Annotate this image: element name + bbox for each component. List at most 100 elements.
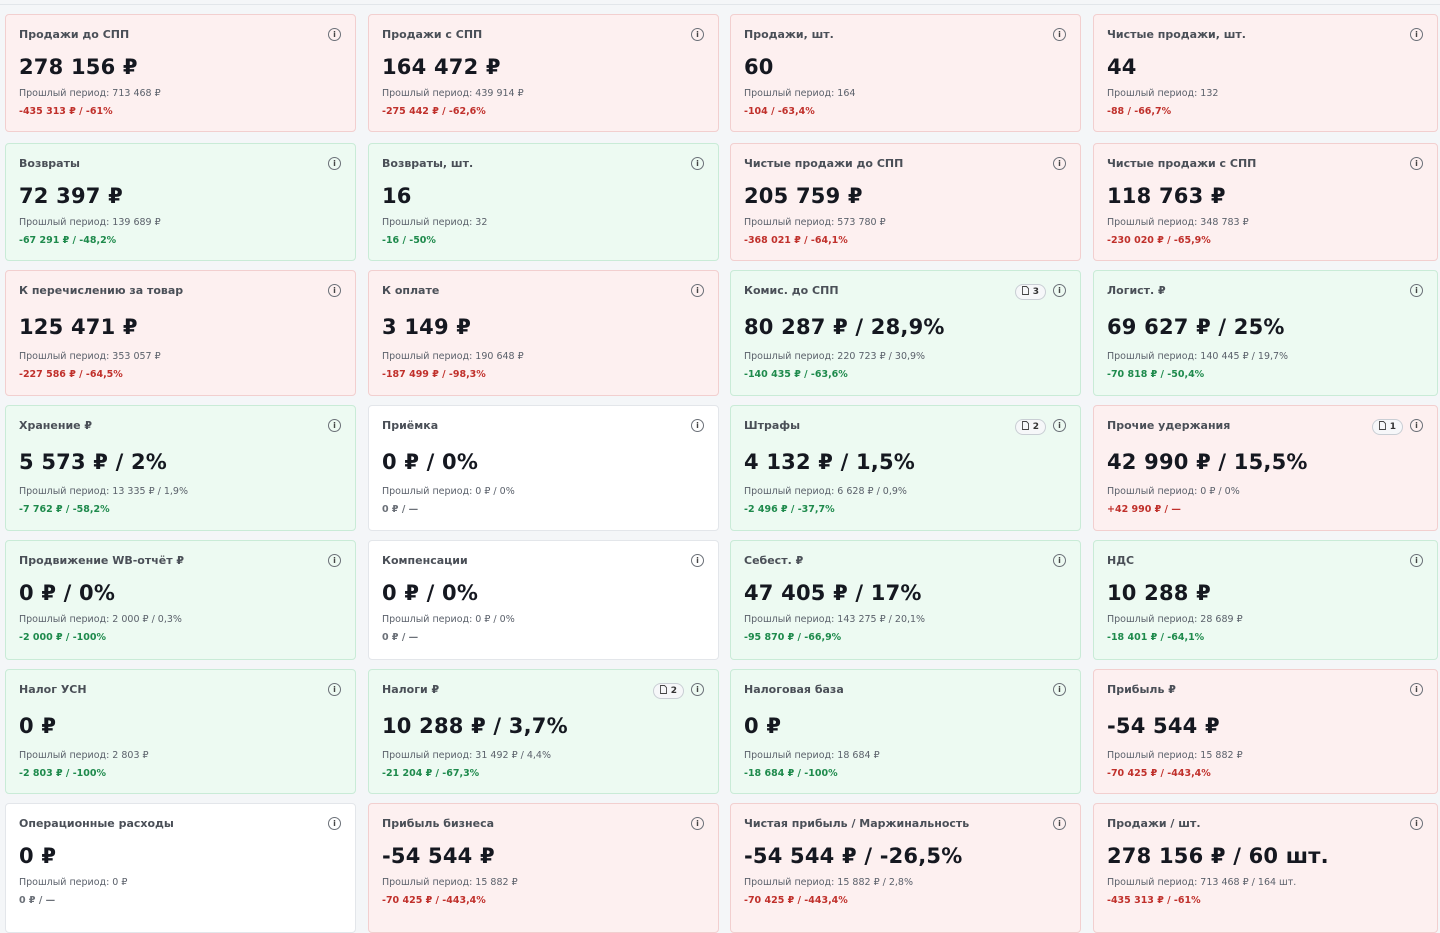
card-value: 5 573 ₽ / 2% (19, 450, 168, 474)
card-value: 72 397 ₽ (19, 184, 123, 208)
metric-card: Продажи, шт. 60 Прошлый период: 164 -104 / … (730, 14, 1081, 132)
change: -227 586 ₽ / -64,5% (19, 369, 123, 380)
change: -95 870 ₽ / -66,9% (744, 632, 842, 643)
info-icon[interactable]: i (691, 157, 704, 170)
change: -67 291 ₽ / -48,2% (19, 235, 117, 246)
metric-card: Чистые продажи до СПП 205 759 ₽ Прошлый пе… (730, 143, 1081, 261)
card-value: 16 (382, 184, 412, 208)
card-title: Логист. ₽ (1107, 284, 1166, 297)
card-value: -54 544 ₽ / -26,5% (744, 844, 963, 868)
card-value: 0 ₽ / 0% (19, 581, 116, 605)
card-title: НДС (1107, 554, 1135, 567)
info-icon[interactable]: i (1053, 817, 1066, 830)
info-icon[interactable]: i (328, 28, 341, 41)
card-value: 278 156 ₽ / 60 шт. (1107, 844, 1329, 868)
info-icon[interactable]: i (328, 419, 341, 432)
info-icon[interactable]: i (1410, 419, 1423, 432)
badge-count: 1 (1389, 422, 1396, 432)
metric-card: Компенсации 0 ₽ / 0% Прошлый период: 0 ₽ /… (368, 540, 719, 660)
info-icon[interactable]: i (1410, 554, 1423, 567)
change: -7 762 ₽ / -58,2% (19, 504, 110, 515)
info-icon[interactable]: i (1053, 284, 1066, 297)
metric-card: К перечислению за товар 125 471 ₽ Прошлый … (5, 270, 356, 396)
card-title: Налоговая база (744, 683, 844, 696)
previous-period: Прошлый период: 220 723 ₽ / 30,9% (744, 351, 926, 362)
card-value: 42 990 ₽ / 15,5% (1107, 450, 1308, 474)
card-title: Прибыль бизнеса (382, 817, 495, 830)
info-icon[interactable]: i (691, 683, 704, 696)
info-icon[interactable]: i (1410, 157, 1423, 170)
change: -187 499 ₽ / -98,3% (382, 369, 486, 380)
card-title: Приёмка (382, 419, 439, 432)
info-icon[interactable]: i (691, 554, 704, 567)
info-icon[interactable]: i (691, 28, 704, 41)
previous-period: Прошлый период: 6 628 ₽ / 0,9% (744, 486, 907, 497)
page: Продажи до СПП 278 156 ₽ Прошлый период: 7… (0, 4, 1440, 933)
info-icon[interactable]: i (1053, 554, 1066, 567)
previous-period: Прошлый период: 0 ₽ (19, 877, 128, 888)
previous-period: Прошлый период: 143 275 ₽ / 20,1% (744, 614, 926, 625)
metric-card: НДС 10 288 ₽ Прошлый период: 28 689 ₽ -18 4… (1093, 540, 1438, 660)
notes-badge[interactable]: 3 (1014, 284, 1046, 300)
card-title: К перечислению за товар (19, 284, 184, 297)
card-title: Чистая прибыль / Маржинальность (744, 817, 970, 830)
top-divider (0, 4, 1440, 5)
doc-icon (1021, 286, 1029, 295)
card-value: 118 763 ₽ (1107, 184, 1226, 208)
notes-badge[interactable]: 1 (1371, 419, 1403, 435)
change: -368 021 ₽ / -64,1% (744, 235, 848, 246)
card-value: 0 ₽ (744, 714, 782, 738)
info-icon[interactable]: i (1053, 28, 1066, 41)
metric-card: Штрафы 4 132 ₽ / 1,5% Прошлый период: 6 62… (730, 405, 1081, 531)
card-value: 80 287 ₽ / 28,9% (744, 315, 945, 339)
previous-period: Прошлый период: 15 882 ₽ (382, 877, 518, 888)
previous-period: Прошлый период: 132 (1107, 88, 1219, 99)
metric-card: Хранение ₽ 5 573 ₽ / 2% Прошлый период: 13… (5, 405, 356, 531)
previous-period: Прошлый период: 0 ₽ / 0% (1107, 486, 1240, 497)
info-icon[interactable]: i (1410, 683, 1423, 696)
info-icon[interactable]: i (1053, 683, 1066, 696)
info-icon[interactable]: i (328, 157, 341, 170)
card-title: Возвраты (19, 157, 80, 170)
change: -18 401 ₽ / -64,1% (1107, 632, 1205, 643)
metric-card: Прибыль ₽ -54 544 ₽ Прошлый период: 15 882… (1093, 669, 1438, 794)
info-icon[interactable]: i (328, 683, 341, 696)
metric-card: Комис. до СПП 80 287 ₽ / 28,9% Прошлый пер… (730, 270, 1081, 396)
badge-count: 2 (670, 686, 677, 696)
notes-badge[interactable]: 2 (1014, 419, 1046, 435)
card-value: -54 544 ₽ (1107, 714, 1220, 738)
metric-card: Прочие удержания 42 990 ₽ / 15,5% Прошлый … (1093, 405, 1438, 531)
change: -435 313 ₽ / -61% (19, 106, 113, 117)
card-value: 47 405 ₽ / 17% (744, 581, 922, 605)
info-icon[interactable]: i (691, 284, 704, 297)
info-icon[interactable]: i (328, 284, 341, 297)
info-icon[interactable]: i (328, 554, 341, 567)
info-icon[interactable]: i (691, 817, 704, 830)
card-title: Прибыль ₽ (1107, 683, 1176, 696)
info-icon[interactable]: i (691, 419, 704, 432)
info-icon[interactable]: i (1053, 157, 1066, 170)
card-value: 0 ₽ / 0% (382, 450, 479, 474)
metric-card: Налог УСН 0 ₽ Прошлый период: 2 803 ₽ -2 80… (5, 669, 356, 794)
card-value: 44 (1107, 55, 1137, 79)
change: -2 000 ₽ / -100% (19, 632, 106, 643)
doc-icon (659, 685, 667, 694)
info-icon[interactable]: i (328, 817, 341, 830)
info-icon[interactable]: i (1410, 28, 1423, 41)
card-title: Продажи, шт. (744, 28, 834, 41)
card-title: Налог УСН (19, 683, 87, 696)
change: -275 442 ₽ / -62,6% (382, 106, 486, 117)
info-icon[interactable]: i (1053, 419, 1066, 432)
change: -70 425 ₽ / -443,4% (1107, 768, 1211, 779)
previous-period: Прошлый период: 573 780 ₽ (744, 217, 886, 228)
previous-period: Прошлый период: 713 468 ₽ / 164 шт. (1107, 877, 1297, 888)
card-title: Компенсации (382, 554, 468, 567)
change: -88 / -66,7% (1107, 106, 1172, 117)
notes-badge[interactable]: 2 (652, 683, 684, 699)
previous-period: Прошлый период: 0 ₽ / 0% (382, 486, 515, 497)
metric-card: Себест. ₽ 47 405 ₽ / 17% Прошлый период: 1… (730, 540, 1081, 660)
metric-card: Операционные расходы 0 ₽ Прошлый период: 0… (5, 803, 356, 933)
doc-icon (1021, 421, 1029, 430)
info-icon[interactable]: i (1410, 817, 1423, 830)
info-icon[interactable]: i (1410, 284, 1423, 297)
